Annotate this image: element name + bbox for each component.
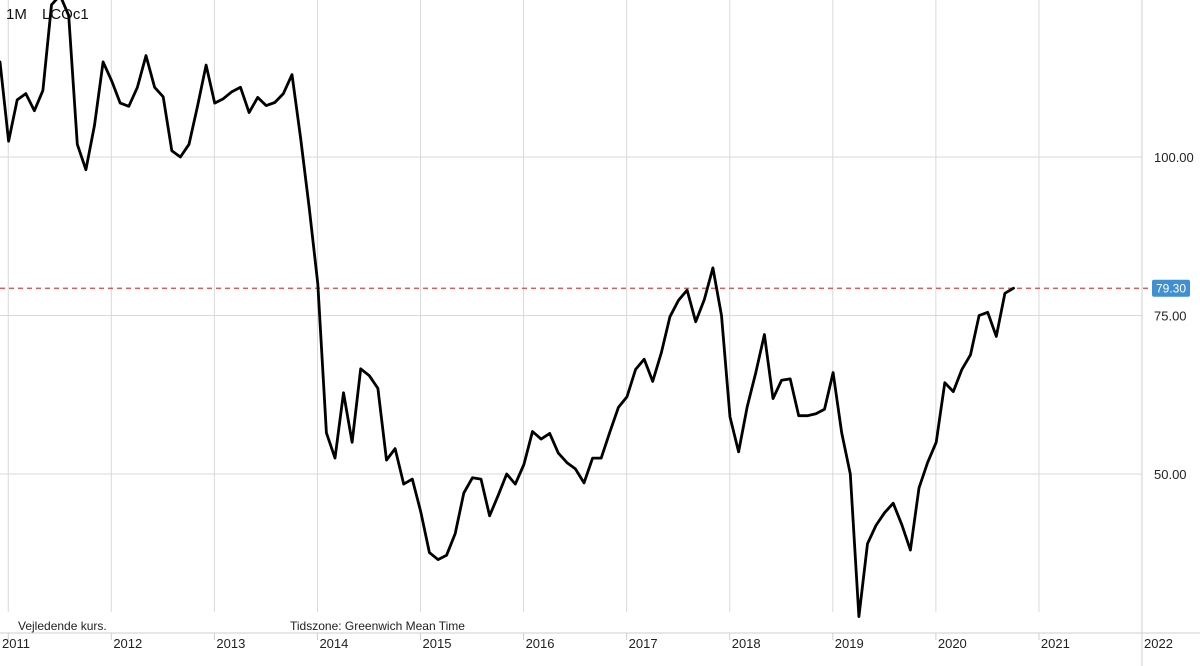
x-tick-label: 2022 — [1144, 636, 1173, 651]
x-tick-label: 2015 — [423, 636, 452, 651]
x-tick-label: 2016 — [526, 636, 555, 651]
y-axis-ticks: 100.00 75.00 50.00 — [1154, 150, 1194, 482]
current-price-label: 79.30 — [1156, 282, 1186, 296]
horizontal-gridlines — [0, 156, 1142, 475]
x-tick-label: 2017 — [629, 636, 658, 651]
x-tick-label: 2018 — [732, 636, 761, 651]
y-tick-label: 50.00 — [1154, 467, 1187, 482]
interval-label[interactable]: 1M — [6, 6, 27, 23]
series-line — [0, 0, 1015, 618]
y-tick-label: 75.00 — [1154, 309, 1187, 324]
x-tick-label: 2019 — [835, 636, 864, 651]
x-tick-label: 2014 — [319, 636, 348, 651]
timezone-note: Tidszone: Greenwich Mean Time — [290, 619, 465, 633]
x-tick-label: 2021 — [1041, 636, 1070, 651]
y-tick-label: 100.00 — [1154, 150, 1194, 165]
symbol-label[interactable]: LCOc1 — [42, 6, 89, 23]
x-tick-label: 2012 — [113, 636, 142, 651]
x-axis-ticks: 2011 2012 2013 2014 2015 2016 2017 2018 2019 2020… — [2, 633, 1173, 651]
x-tick-label: 2011 — [2, 636, 30, 651]
footer-note: Vejledende kurs. — [18, 619, 107, 633]
current-price-badge — [1152, 279, 1190, 297]
x-tick-label: 2020 — [938, 636, 967, 651]
x-tick-label: 2013 — [216, 636, 245, 651]
